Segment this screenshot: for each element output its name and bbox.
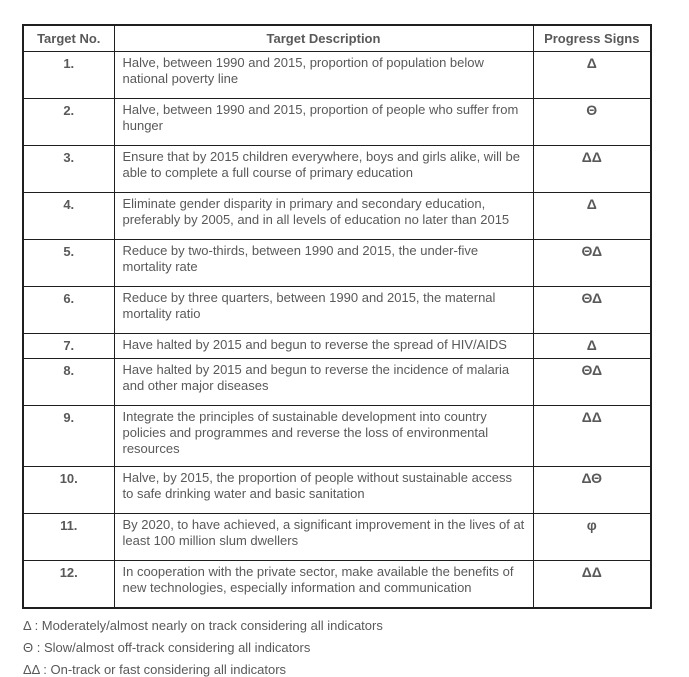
table-row: 1. Halve, between 1990 and 2015, proport… [22, 51, 652, 99]
progress-sign-cell: ΔΘ [532, 466, 652, 514]
progress-sign-cell: Δ [532, 333, 652, 359]
target-no-cell: 9. [22, 405, 115, 467]
col-header-target-description: Target Description [113, 24, 534, 52]
progress-sign-cell: Δ [532, 51, 652, 99]
legend-line-slow: Θ : Slow/almost off-track considering al… [23, 640, 311, 655]
progress-sign-cell: ΘΔ [532, 286, 652, 334]
target-description-cell: In cooperation with the private sector, … [113, 560, 534, 609]
target-no-cell: 3. [22, 145, 115, 193]
table-row: 5. Reduce by two-thirds, between 1990 an… [22, 239, 652, 287]
target-description-cell: Integrate the principles of sustainable … [113, 405, 534, 467]
col-header-progress-signs: Progress Signs [532, 24, 652, 52]
progress-sign-cell: Δ [532, 192, 652, 240]
legend-line-moderate: Δ : Moderately/almost nearly on track co… [23, 618, 383, 633]
table-row: 2. Halve, between 1990 and 2015, proport… [22, 98, 652, 146]
table-row: 12. In cooperation with the private sect… [22, 560, 652, 609]
target-description-cell: Halve, between 1990 and 2015, proportion… [113, 98, 534, 146]
table-row: 9. Integrate the principles of sustainab… [22, 405, 652, 467]
target-no-cell: 4. [22, 192, 115, 240]
target-no-cell: 5. [22, 239, 115, 287]
target-description-cell: Reduce by two-thirds, between 1990 and 2… [113, 239, 534, 287]
table-row: 4. Eliminate gender disparity in primary… [22, 192, 652, 240]
table-row: 6. Reduce by three quarters, between 199… [22, 286, 652, 334]
progress-sign-cell: ΘΔ [532, 239, 652, 287]
target-no-cell: 7. [22, 333, 115, 359]
legend: Δ : Moderately/almost nearly on track co… [22, 618, 689, 677]
table-row: 7. Have halted by 2015 and begun to reve… [22, 333, 652, 359]
target-description-cell: Have halted by 2015 and begun to reverse… [113, 333, 534, 359]
table-row: 3. Ensure that by 2015 children everywhe… [22, 145, 652, 193]
target-description-cell: Eliminate gender disparity in primary an… [113, 192, 534, 240]
legend-line-on-track: ΔΔ : On-track or fast considering all in… [23, 662, 287, 677]
target-no-cell: 8. [22, 358, 115, 406]
target-no-cell: 11. [22, 513, 115, 561]
progress-sign-cell: ΔΔ [532, 145, 652, 193]
progress-sign-cell: ΘΔ [532, 358, 652, 406]
progress-sign-cell: φ [532, 513, 652, 561]
header-row: Target No. Target Description Progress S… [22, 24, 652, 52]
target-description-cell: Have halted by 2015 and begun to reverse… [113, 358, 534, 406]
target-description-cell: Ensure that by 2015 children everywhere,… [113, 145, 534, 193]
target-description-cell: By 2020, to have achieved, a significant… [113, 513, 534, 561]
progress-sign-cell: Θ [532, 98, 652, 146]
target-description-cell: Halve, between 1990 and 2015, proportion… [113, 51, 534, 99]
progress-sign-cell: ΔΔ [532, 405, 652, 467]
table-row: 10. Halve, by 2015, the proportion of pe… [22, 466, 652, 514]
target-no-cell: 6. [22, 286, 115, 334]
target-no-cell: 1. [22, 51, 115, 99]
target-no-cell: 2. [22, 98, 115, 146]
target-no-cell: 12. [22, 560, 115, 609]
target-no-cell: 10. [22, 466, 115, 514]
targets-table: Target No. Target Description Progress S… [22, 24, 652, 609]
table-row: 8. Have halted by 2015 and begun to reve… [22, 358, 652, 406]
progress-sign-cell: ΔΔ [532, 560, 652, 609]
target-description-cell: Reduce by three quarters, between 1990 a… [113, 286, 534, 334]
col-header-target-no: Target No. [22, 24, 115, 52]
table-row: 11. By 2020, to have achieved, a signifi… [22, 513, 652, 561]
target-description-cell: Halve, by 2015, the proportion of people… [113, 466, 534, 514]
